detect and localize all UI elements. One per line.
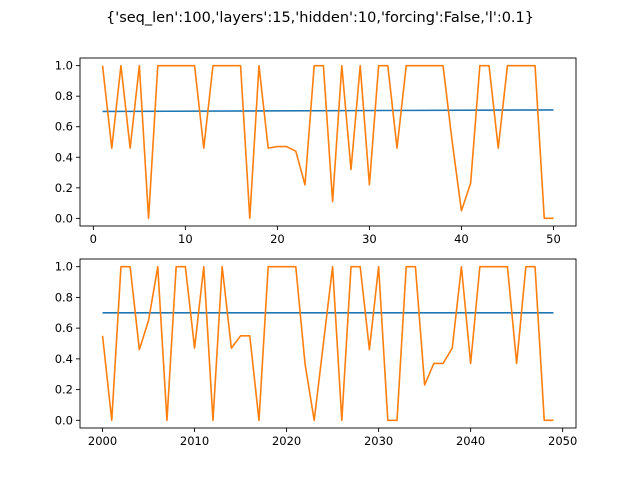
top-y-tick-label: 0.0	[55, 211, 73, 225]
top-x-tick-label: 20	[270, 232, 285, 246]
bottom-y-tick-label: 0.8	[55, 290, 73, 304]
top-axes-frame	[79, 57, 577, 227]
top-y-tick-label: 0.4	[55, 150, 73, 164]
bottom-y-tick-label: 0.4	[55, 352, 73, 366]
bottom-x-tick-label: 2000	[88, 434, 117, 448]
bottom-x-tick-label: 2030	[364, 434, 393, 448]
bottom-axes-frame	[79, 258, 577, 429]
bottom-series-line-2	[101, 265, 554, 422]
top-x-tick-label: 50	[546, 232, 561, 246]
top-y-tick-label: 1.0	[55, 59, 73, 73]
top-series-line-2	[101, 64, 554, 220]
bottom-x-tick-label: 2010	[180, 434, 209, 448]
bottom-x-tick-label: 2040	[456, 434, 485, 448]
top-y-tick-label: 0.2	[55, 181, 73, 195]
top-y-tick-label: 0.8	[55, 89, 73, 103]
top-x-tick-label: 0	[90, 232, 97, 246]
subplot-bottom: 2000 2010 2020 2030 2040 2050 0.0 0.2 0.4 0.6 0.8 1…	[55, 258, 577, 448]
subplot-top: 0 10 20 30 40 50 0.0 0.2 0.4 0.6 0.8 1.0	[55, 57, 577, 246]
top-x-tick-label: 30	[362, 232, 377, 246]
top-y-tick-label: 0.6	[55, 120, 73, 134]
top-series-line-1	[102, 109, 554, 113]
figure-suptitle: {'seq_len':100,'layers':15,'hidden':10,'…	[106, 10, 534, 26]
top-x-tick-label: 10	[178, 232, 193, 246]
bottom-y-tick-label: 0.6	[55, 321, 73, 335]
bottom-y-tick-label: 0.0	[55, 413, 73, 427]
bottom-y-tick-label: 0.2	[55, 383, 73, 397]
bottom-x-tick-label: 2020	[272, 434, 301, 448]
top-x-tick-label: 40	[454, 232, 469, 246]
bottom-x-tick-label: 2050	[548, 434, 577, 448]
bottom-y-tick-label: 1.0	[55, 260, 73, 274]
